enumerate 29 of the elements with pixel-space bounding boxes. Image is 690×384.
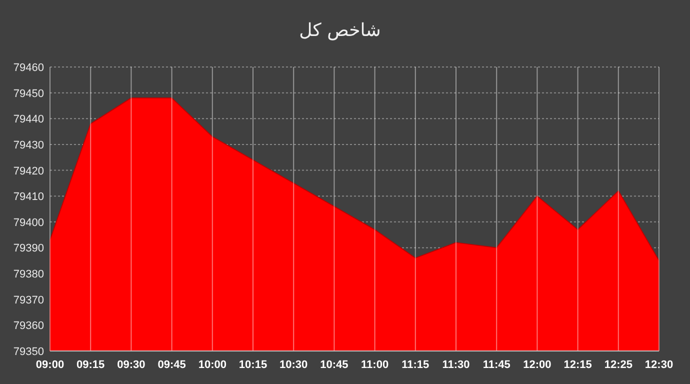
y-tick-label: 79430 bbox=[13, 139, 44, 152]
x-tick-label: 11:00 bbox=[361, 359, 389, 371]
x-tick-label: 11:15 bbox=[402, 359, 430, 371]
x-tick-label: 12:15 bbox=[564, 359, 592, 371]
x-tick-label: 10:15 bbox=[238, 359, 268, 371]
y-tick-label: 79410 bbox=[13, 191, 44, 204]
y-tick-label: 79350 bbox=[13, 346, 44, 358]
x-tick-label: 12:00 bbox=[523, 359, 552, 371]
y-tick-label: 79460 bbox=[13, 62, 44, 74]
x-tick-label: 11:45 bbox=[482, 359, 510, 371]
x-tick-label: 09:45 bbox=[158, 359, 186, 371]
y-tick-label: 79360 bbox=[13, 320, 44, 332]
x-tick-label: 10:00 bbox=[198, 359, 226, 371]
y-tick-label: 79370 bbox=[13, 294, 44, 306]
y-tick-label: 79390 bbox=[13, 242, 44, 255]
x-tick-label: 10:45 bbox=[320, 359, 348, 371]
x-tick-label: 09:15 bbox=[76, 359, 105, 371]
y-tick-label: 79450 bbox=[13, 88, 44, 100]
x-tick-label: 12:25 bbox=[604, 359, 632, 371]
y-tick-label: 79400 bbox=[13, 216, 44, 229]
y-tick-label: 79420 bbox=[13, 165, 44, 178]
y-tick-label: 79440 bbox=[13, 114, 44, 126]
x-tick-label: 09:00 bbox=[36, 359, 64, 371]
x-tick-label: 11:30 bbox=[442, 359, 470, 371]
x-tick-label: 10:30 bbox=[280, 359, 308, 371]
y-tick-label: 79380 bbox=[13, 268, 44, 281]
x-tick-label: 09:30 bbox=[117, 359, 146, 371]
x-tick-label: 12:30 bbox=[644, 359, 674, 371]
chart-title: شاخص کل bbox=[299, 20, 381, 41]
